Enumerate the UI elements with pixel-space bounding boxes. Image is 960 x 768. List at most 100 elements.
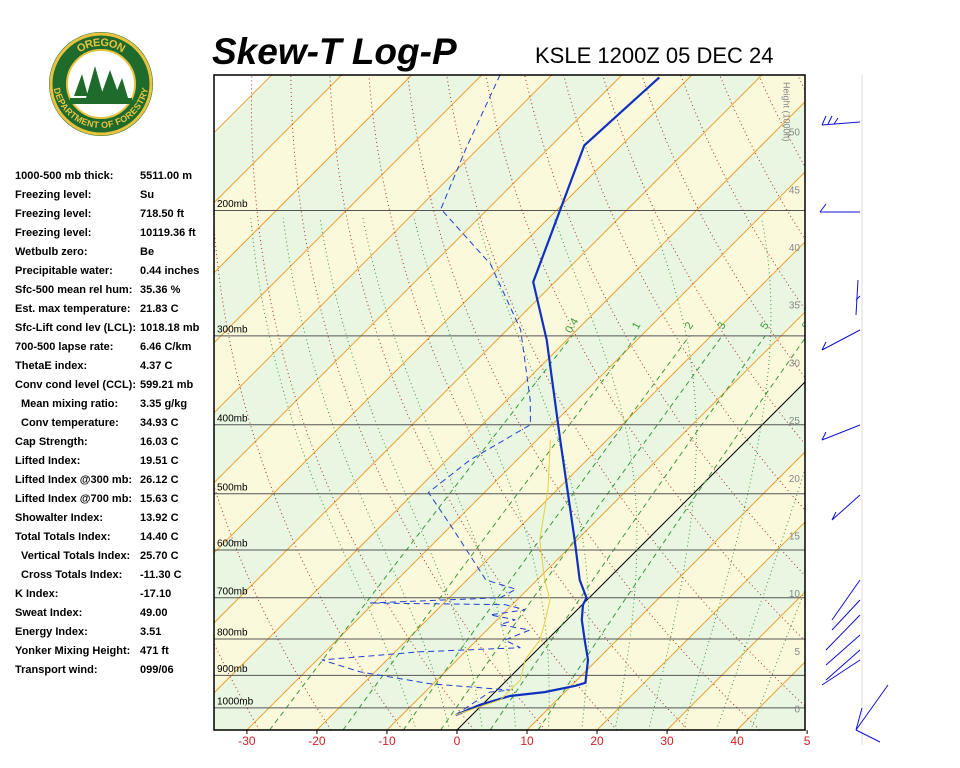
height-tick-label: 10	[789, 589, 801, 600]
height-axis-label: Height (1000ft)	[782, 82, 792, 142]
x-tick-label: -30	[238, 734, 256, 748]
moist-adiabat	[648, 218, 697, 730]
pressure-label: 400mb	[217, 413, 248, 424]
stat-value: 13.92 C	[140, 512, 179, 524]
stat-value: 25.70 C	[140, 550, 179, 562]
stat-label: Conv cond level (CCL):	[15, 379, 136, 391]
dry-adiabat	[563, 75, 805, 511]
dry-adiabat	[524, 75, 805, 577]
profile-line	[321, 75, 532, 716]
logo-top: OREGON	[75, 37, 127, 56]
stat-value: 1018.18 mb	[140, 322, 200, 334]
height-tick-label: 5	[794, 647, 800, 658]
stats-panel: 1000-500 mb thick: 5511.00 m Freezing leve…	[15, 170, 200, 676]
stat-value: -11.30 C	[140, 569, 182, 581]
stat-label: Yonker Mixing Height:	[15, 645, 130, 657]
height-tick-label: 45	[789, 185, 801, 196]
stat-label: Sfc-Lift cond lev (LCL):	[15, 322, 136, 334]
x-tick-label: -10	[378, 734, 396, 748]
stat-value: 4.37 C	[140, 360, 172, 372]
moist-adiabat	[362, 218, 516, 730]
stat-label: Freezing level:	[15, 208, 91, 220]
stat-value: 21.83 C	[140, 303, 179, 315]
logo: OREGON DEPARTMENT OF FORESTRY	[49, 32, 153, 136]
stat-label: Freezing level:	[15, 189, 91, 201]
height-tick-label: 30	[789, 358, 801, 369]
stat-value: 3.35 g/kg	[140, 398, 187, 410]
height-tick-label: 35	[789, 301, 801, 312]
isotherm	[526, 451, 805, 730]
isotherm	[214, 75, 693, 554]
dry-adiabat	[837, 75, 960, 730]
temp-band	[877, 75, 960, 730]
chart-title: Skew-T Log-P	[212, 31, 457, 72]
stat-value: 19.51 C	[140, 455, 179, 467]
temp-band	[807, 75, 960, 730]
profile-line	[455, 76, 661, 717]
plot-frame	[213, 74, 806, 731]
moist-adiabat	[319, 218, 483, 730]
pressure-label: 1000mb	[217, 697, 254, 708]
dry-adiabat	[485, 75, 805, 642]
pressure-label: 900mb	[217, 664, 248, 675]
stat-label: Conv temperature:	[21, 417, 119, 429]
height-tick-label: 40	[789, 243, 801, 254]
stat-value: 471 ft	[140, 645, 169, 657]
stat-label: Sfc-500 mean rel hum:	[15, 284, 132, 296]
stat-value: 099/06	[140, 664, 174, 676]
mixing-ratio-label: 5	[758, 320, 771, 331]
stat-label: 700-500 lapse rate:	[15, 341, 113, 353]
stat-label: Wetbulb zero:	[15, 246, 88, 258]
isotherm	[666, 591, 805, 730]
x-tick-label: 20	[590, 734, 604, 748]
stat-label: Energy Index:	[15, 626, 88, 638]
isotherm	[214, 75, 763, 624]
height-tick-label: 25	[789, 416, 801, 427]
x-tick-label: 5	[804, 734, 811, 748]
isotherm	[214, 101, 805, 694]
plot-background: 0.4 1 2 3 5 8	[214, 75, 960, 730]
stat-label: ThetaE index:	[15, 360, 87, 372]
stat-value: 26.12 C	[140, 474, 179, 486]
stat-label: 1000-500 mb thick:	[15, 170, 113, 182]
isotherm	[246, 171, 805, 730]
isotherm	[807, 75, 960, 730]
isotherm	[456, 381, 805, 730]
isotherm	[214, 75, 483, 344]
stat-value: 6.46 C/km	[140, 341, 192, 353]
stat-label: Est. max temperature:	[15, 303, 131, 315]
wind-barbs	[819, 115, 889, 743]
isotherm	[877, 75, 960, 730]
stat-value: 5511.00 m	[140, 170, 192, 182]
height-tick-label: 50	[789, 128, 801, 139]
pressure-label: 300mb	[217, 324, 248, 335]
stat-value: 14.40 C	[140, 531, 179, 543]
mixing-ratio-line	[537, 337, 805, 730]
dry-adiabat	[954, 75, 960, 730]
stat-value: 49.00	[140, 607, 168, 619]
pressure-label: 200mb	[217, 199, 248, 210]
chart-subtitle: KSLE 1200Z 05 DEC 24	[535, 43, 773, 68]
plot	[214, 75, 805, 717]
pressure-label: 500mb	[217, 482, 248, 493]
mixing-ratio-label: 8	[800, 320, 813, 331]
mixing-ratio-line	[342, 335, 638, 730]
isotherm	[214, 75, 623, 484]
stat-label: Lifted Index:	[15, 455, 80, 467]
x-tick-label: 40	[730, 734, 744, 748]
stat-value: 34.93 C	[140, 417, 179, 429]
pressure-label: 700mb	[217, 586, 248, 597]
stat-value: 10119.36 ft	[140, 227, 196, 239]
height-tick-label: 0	[794, 705, 800, 716]
stat-value: 3.51	[140, 626, 161, 638]
moist-adiabat	[250, 218, 417, 730]
isotherm	[214, 75, 413, 274]
moist-adiabat	[476, 218, 590, 730]
x-tick-label: 0	[454, 734, 461, 748]
dry-adiabat	[329, 75, 618, 730]
dry-adiabat	[915, 75, 960, 730]
height-tick-label: 20	[789, 474, 801, 485]
stat-label: Cross Totals Index:	[21, 569, 122, 581]
stat-label: Lifted Index @300 mb:	[15, 474, 132, 486]
